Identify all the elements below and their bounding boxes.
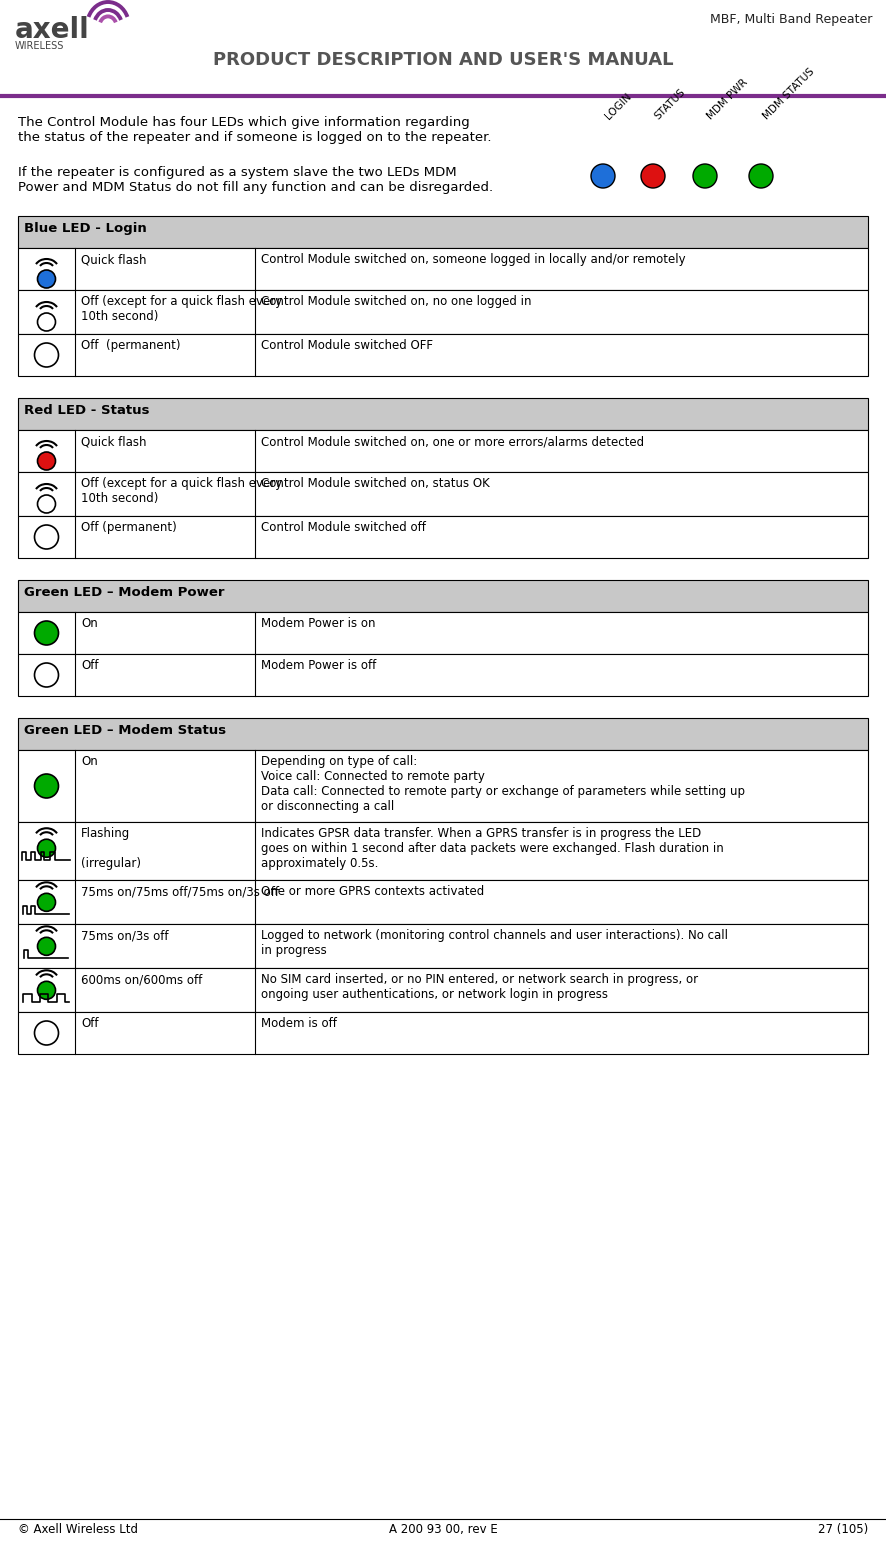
Text: Control Module switched on, someone logged in locally and/or remotely: Control Module switched on, someone logg… xyxy=(261,253,686,265)
Circle shape xyxy=(37,495,56,514)
Text: Off: Off xyxy=(81,1018,98,1030)
Bar xyxy=(18,1012,868,1054)
Text: Off: Off xyxy=(81,659,98,671)
Circle shape xyxy=(35,343,58,367)
Circle shape xyxy=(35,1021,58,1044)
Text: Control Module switched on, status OK: Control Module switched on, status OK xyxy=(261,478,490,490)
Text: Control Module switched off: Control Module switched off xyxy=(261,521,426,534)
Text: LOGIN: LOGIN xyxy=(603,91,633,122)
Text: WIRELESS: WIRELESS xyxy=(15,41,65,52)
Circle shape xyxy=(37,893,56,912)
Circle shape xyxy=(37,453,56,470)
Text: Modem is off: Modem is off xyxy=(261,1018,337,1030)
Text: Modem Power is off: Modem Power is off xyxy=(261,659,377,671)
Circle shape xyxy=(591,164,615,187)
Text: Modem Power is on: Modem Power is on xyxy=(261,617,376,631)
Text: Control Module switched on, no one logged in: Control Module switched on, no one logge… xyxy=(261,295,532,308)
Bar xyxy=(18,290,868,334)
Text: Green LED – Modem Status: Green LED – Modem Status xyxy=(24,724,226,737)
Circle shape xyxy=(35,524,58,549)
Text: Off (except for a quick flash every
10th second): Off (except for a quick flash every 10th… xyxy=(81,478,283,506)
Bar xyxy=(18,823,868,880)
Text: MBF, Multi Band Repeater: MBF, Multi Band Repeater xyxy=(710,12,872,27)
Text: Quick flash: Quick flash xyxy=(81,436,146,448)
Text: © Axell Wireless Ltd: © Axell Wireless Ltd xyxy=(18,1524,138,1536)
Bar xyxy=(18,398,868,429)
Text: Flashing

(irregular): Flashing (irregular) xyxy=(81,827,141,869)
Text: No SIM card inserted, or no PIN entered, or network search in progress, or
ongoi: No SIM card inserted, or no PIN entered,… xyxy=(261,973,698,1001)
Bar xyxy=(18,248,868,290)
Text: On: On xyxy=(81,756,97,768)
Text: A 200 93 00, rev E: A 200 93 00, rev E xyxy=(389,1524,497,1536)
Bar xyxy=(18,334,868,376)
Text: Off (except for a quick flash every
10th second): Off (except for a quick flash every 10th… xyxy=(81,295,283,323)
Text: 600ms on/600ms off: 600ms on/600ms off xyxy=(81,973,202,1001)
Bar xyxy=(18,968,868,1012)
Text: The Control Module has four LEDs which give information regarding
the status of : The Control Module has four LEDs which g… xyxy=(18,116,492,144)
Text: One or more GPRS contexts activated: One or more GPRS contexts activated xyxy=(261,885,485,898)
Text: Quick flash: Quick flash xyxy=(81,253,146,265)
Text: Green LED – Modem Power: Green LED – Modem Power xyxy=(24,585,224,599)
Text: Blue LED - Login: Blue LED - Login xyxy=(24,222,147,236)
Bar xyxy=(18,581,868,612)
Text: STATUS: STATUS xyxy=(653,86,688,122)
Text: Indicates GPSR data transfer. When a GPRS transfer is in progress the LED
goes o: Indicates GPSR data transfer. When a GPR… xyxy=(261,827,724,869)
Text: Off  (permanent): Off (permanent) xyxy=(81,339,181,351)
Bar xyxy=(18,749,868,823)
Bar xyxy=(18,718,868,749)
Text: 75ms on/75ms off/75ms on/3s off: 75ms on/75ms off/75ms on/3s off xyxy=(81,885,279,913)
Bar xyxy=(18,880,868,924)
Bar xyxy=(18,215,868,248)
Text: Red LED - Status: Red LED - Status xyxy=(24,404,150,417)
Bar xyxy=(18,654,868,696)
Text: Off (permanent): Off (permanent) xyxy=(81,521,176,534)
Text: MDM PWR: MDM PWR xyxy=(705,76,750,122)
Circle shape xyxy=(37,314,56,331)
Circle shape xyxy=(35,663,58,687)
Circle shape xyxy=(35,774,58,798)
Text: axell: axell xyxy=(15,16,89,44)
Circle shape xyxy=(641,164,665,187)
Text: On: On xyxy=(81,617,97,631)
Circle shape xyxy=(37,937,56,955)
Text: 75ms on/3s off: 75ms on/3s off xyxy=(81,929,168,957)
Text: Control Module switched on, one or more errors/alarms detected: Control Module switched on, one or more … xyxy=(261,436,644,448)
Bar xyxy=(18,429,868,471)
Bar xyxy=(18,471,868,517)
Text: Logged to network (monitoring control channels and user interactions). No call
i: Logged to network (monitoring control ch… xyxy=(261,929,728,957)
Circle shape xyxy=(693,164,717,187)
Text: Control Module switched OFF: Control Module switched OFF xyxy=(261,339,433,351)
Text: MDM STATUS: MDM STATUS xyxy=(761,66,816,122)
Bar xyxy=(18,517,868,557)
Circle shape xyxy=(37,982,56,999)
Text: PRODUCT DESCRIPTION AND USER'S MANUAL: PRODUCT DESCRIPTION AND USER'S MANUAL xyxy=(213,52,673,69)
Text: 27 (105): 27 (105) xyxy=(818,1524,868,1536)
Circle shape xyxy=(37,840,56,857)
Bar xyxy=(18,924,868,968)
Circle shape xyxy=(37,270,56,287)
Circle shape xyxy=(35,621,58,645)
Bar xyxy=(18,612,868,654)
Circle shape xyxy=(749,164,773,187)
Text: If the repeater is configured as a system slave the two LEDs MDM
Power and MDM S: If the repeater is configured as a syste… xyxy=(18,165,494,194)
Text: Depending on type of call:
Voice call: Connected to remote party
Data call: Conn: Depending on type of call: Voice call: C… xyxy=(261,756,745,813)
